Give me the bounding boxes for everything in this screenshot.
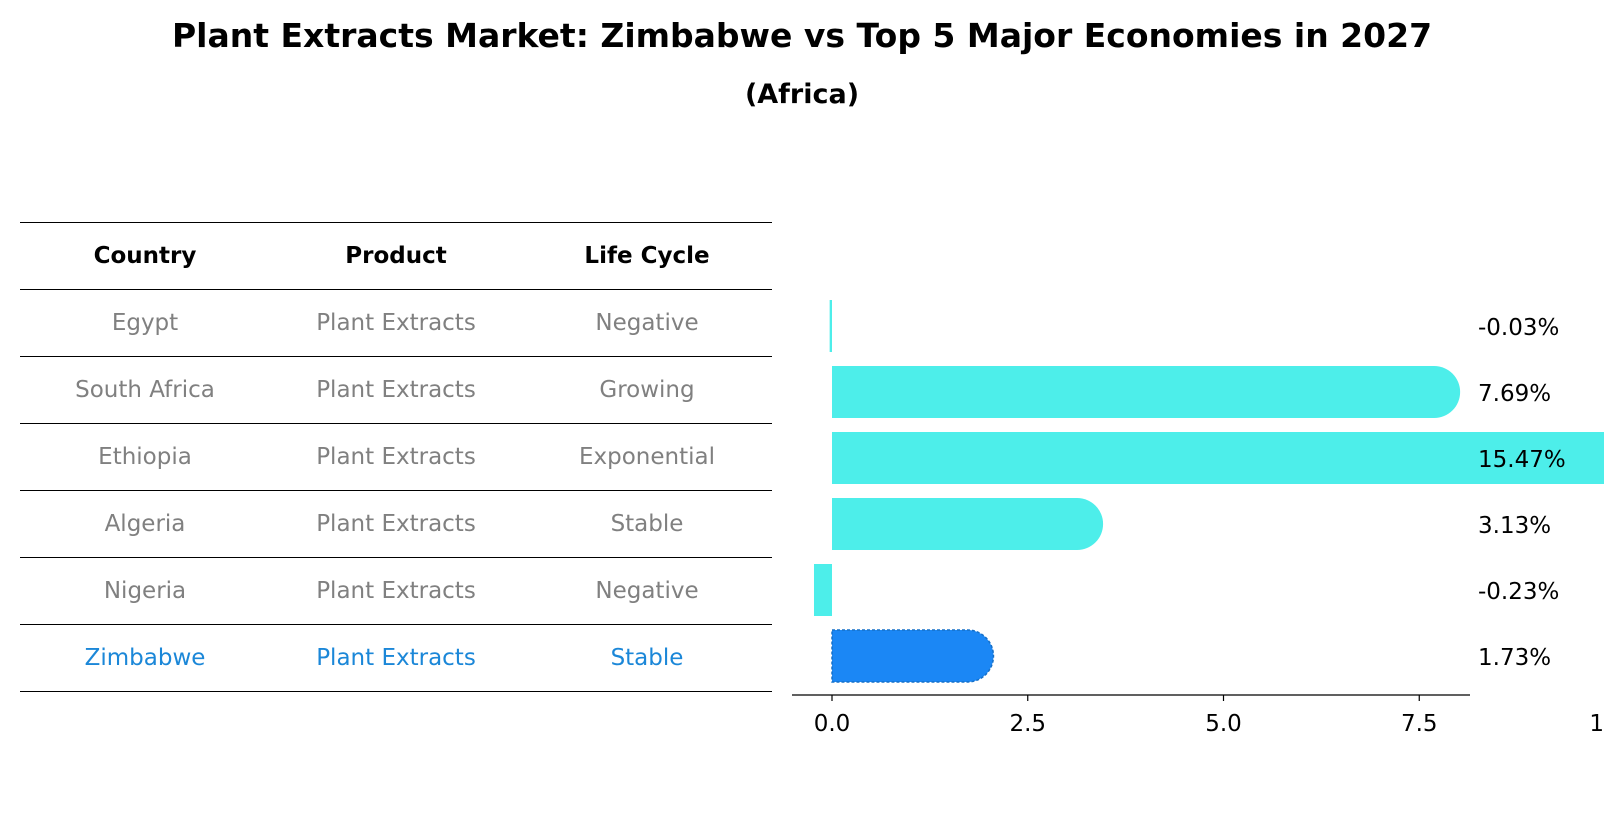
- cell-country: Ethiopia: [20, 423, 270, 491]
- cell-country: Egypt: [20, 289, 270, 357]
- data-label: -0.03%: [1478, 315, 1559, 341]
- chart-title: Plant Extracts Market: Zimbabwe vs Top 5…: [171, 16, 1433, 55]
- bar-algeria: [832, 498, 1104, 550]
- cell-life-cycle: Stable: [522, 490, 772, 558]
- bar-nigeria: [813, 564, 832, 616]
- chart-subtitle: (Africa): [744, 79, 860, 110]
- header-life-cycle: Life Cycle: [522, 222, 772, 290]
- cell-life-cycle: Exponential: [522, 423, 772, 491]
- cell-product: Plant Extracts: [270, 356, 522, 424]
- table-row: Egypt Plant Extracts Negative: [20, 289, 772, 357]
- cell-product: Plant Extracts: [270, 490, 522, 558]
- cell-country: Nigeria: [20, 557, 270, 625]
- table-row: Ethiopia Plant Extracts Exponential: [20, 423, 772, 491]
- data-table: Country Product Life Cycle Egypt Plant E…: [20, 222, 772, 692]
- x-tick-label: 5.0: [1205, 711, 1242, 737]
- cell-life-cycle: Negative: [522, 557, 772, 625]
- data-label: 15.47%: [1478, 447, 1566, 473]
- table-row-highlight: Zimbabwe Plant Extracts Stable: [20, 624, 772, 692]
- data-label: 3.13%: [1478, 513, 1551, 539]
- cell-life-cycle: Stable: [522, 624, 772, 692]
- table-row: Algeria Plant Extracts Stable: [20, 490, 772, 558]
- x-tick-label: 7.5: [1401, 711, 1438, 737]
- cell-product: Plant Extracts: [270, 557, 522, 625]
- data-label: 1.73%: [1478, 645, 1551, 671]
- x-tick-label: 2.5: [1009, 711, 1046, 737]
- bar-zimbabwe: [831, 629, 995, 683]
- bar-egypt: [829, 300, 832, 352]
- cell-product: Plant Extracts: [270, 624, 522, 692]
- bar-south-africa: [832, 366, 1461, 418]
- cell-country: South Africa: [20, 356, 270, 424]
- cell-country: Zimbabwe: [20, 624, 270, 692]
- header-country: Country: [20, 222, 270, 290]
- bar-ethiopia: [832, 432, 1604, 484]
- data-label: -0.23%: [1478, 579, 1559, 605]
- cell-country: Algeria: [20, 490, 270, 558]
- data-label: 7.69%: [1478, 381, 1551, 407]
- cell-product: Plant Extracts: [270, 423, 522, 491]
- table-row: Nigeria Plant Extracts Negative: [20, 557, 772, 625]
- table-row: South Africa Plant Extracts Growing: [20, 356, 772, 424]
- x-tick-label: 10.0: [1589, 711, 1604, 737]
- x-tick-label: 0.0: [814, 711, 851, 737]
- header-product: Product: [270, 222, 522, 290]
- cell-life-cycle: Negative: [522, 289, 772, 357]
- table-header-row: Country Product Life Cycle: [20, 222, 772, 290]
- cell-product: Plant Extracts: [270, 289, 522, 357]
